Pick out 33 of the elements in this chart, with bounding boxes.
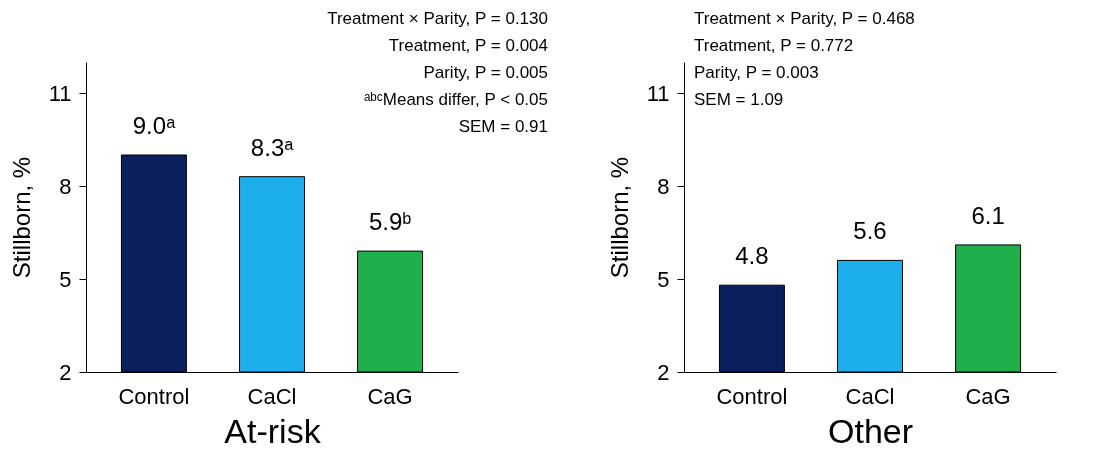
- y-tick-label: 5: [59, 266, 72, 292]
- y-tick-label: 2: [657, 359, 670, 385]
- y-tick-label: 8: [657, 173, 670, 199]
- data-label: 5.6: [853, 217, 887, 245]
- x-tick-label: CaG: [367, 383, 413, 409]
- annotation: Parity, P = 0.005: [423, 63, 548, 82]
- y-tick-label: 8: [59, 173, 72, 199]
- data-label: 5.9ᵇ: [368, 208, 412, 236]
- data-label: 8.3ᵃ: [250, 133, 295, 161]
- y-tick-label: 5: [657, 266, 670, 292]
- text: Treatment, P = 0.772: [694, 36, 854, 55]
- x-tick-label: CaG: [965, 383, 1011, 409]
- y-axis-title: Stillborn, %: [7, 156, 35, 279]
- annotation: ᵃᵇᶜMeans differ, P < 0.05: [364, 90, 548, 109]
- y-tick-label: 11: [48, 80, 72, 106]
- x-tick-label: CaCl: [845, 383, 895, 409]
- x-tick-label: CaCl: [247, 383, 297, 409]
- text: Treatment, P = 0.004: [388, 36, 548, 55]
- text: Treatment × Parity, P = 0.468: [694, 9, 915, 28]
- data-label: 9.0ᵃ: [132, 112, 177, 139]
- data-label: 4.8: [735, 242, 769, 270]
- annotation: SEM = 1.09: [694, 90, 784, 109]
- x-axis-title: At-risk: [224, 411, 322, 450]
- y-tick-label: 2: [59, 359, 72, 385]
- text: Treatment × Parity, P = 0.130: [327, 9, 548, 28]
- y-tick-label: 11: [646, 80, 670, 106]
- text: SEM = 0.91: [458, 117, 548, 136]
- annotation: Parity, P = 0.003: [694, 63, 819, 82]
- data-label: 6.1: [971, 201, 1005, 229]
- x-axis-title: Other: [827, 411, 914, 450]
- x-tick-label: Control: [118, 383, 190, 409]
- y-axis-title: Stillborn, %: [605, 156, 633, 279]
- x-tick-label: Control: [716, 383, 788, 409]
